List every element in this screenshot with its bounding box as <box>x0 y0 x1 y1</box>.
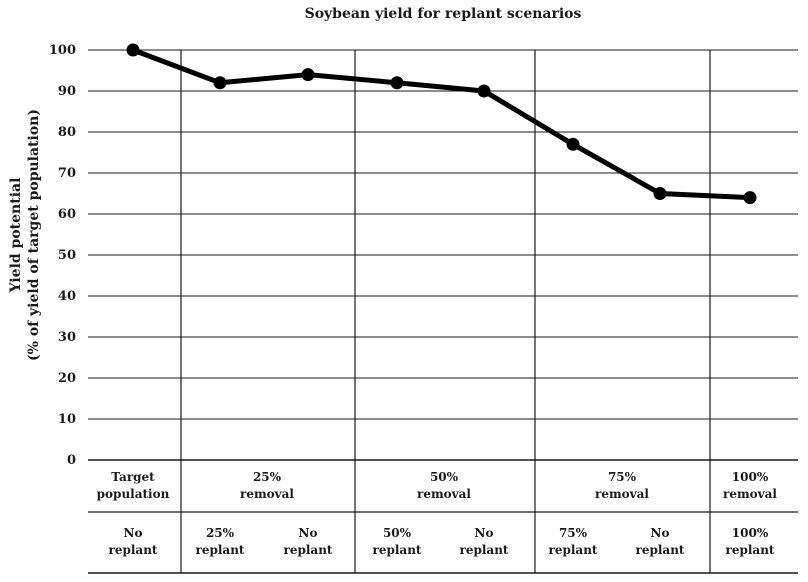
group-dividers <box>180 50 711 573</box>
data-point <box>653 187 667 200</box>
data-point <box>743 191 757 205</box>
y-tick-label: 90 <box>58 84 76 99</box>
y-tick-label: 100 <box>49 43 76 58</box>
category-label: No <box>475 526 494 540</box>
y-tick-label: 70 <box>58 166 76 181</box>
category-label: replant <box>636 543 685 557</box>
y-tick-label: 40 <box>58 289 76 304</box>
group-label: 25% <box>253 470 282 484</box>
group-label: population <box>97 487 170 501</box>
category-label: 25% <box>206 526 235 540</box>
category-label: replant <box>726 543 775 557</box>
data-point <box>566 137 580 151</box>
y-tick-label: 50 <box>58 248 76 263</box>
data-point <box>301 68 315 82</box>
group-labels: Target population 25% removal 50% removal 75% r… <box>97 470 778 501</box>
series-line <box>130 47 753 201</box>
data-point <box>390 76 404 90</box>
data-point <box>126 43 140 57</box>
y-axis-label-line: Yield potential <box>8 178 24 294</box>
category-label: 100% <box>732 526 769 540</box>
y-tick-label: 20 <box>58 371 76 386</box>
y-tick-label: 60 <box>58 207 76 222</box>
gridlines <box>88 49 798 574</box>
group-label: Target <box>111 470 155 484</box>
category-label: replant <box>284 543 333 557</box>
category-label: replant <box>109 543 158 557</box>
group-label: 75% <box>608 470 637 484</box>
data-point <box>477 84 491 98</box>
y-tick-label: 0 <box>67 453 76 468</box>
category-label: No <box>124 526 143 540</box>
y-tick-label: 10 <box>58 412 76 427</box>
data-point <box>213 76 227 90</box>
category-label: replant <box>549 543 598 557</box>
chart-title: Soybean yield for replant scenarios <box>304 6 582 22</box>
group-label: removal <box>723 487 777 501</box>
category-label: replant <box>460 543 509 557</box>
group-label: removal <box>595 487 649 501</box>
category-label: 50% <box>383 526 412 540</box>
category-labels: No replant 25% replant No replant 50% replant No… <box>109 526 775 557</box>
group-label: removal <box>417 487 471 501</box>
series-line-path <box>130 47 753 201</box>
category-label: replant <box>196 543 245 557</box>
data-points <box>126 43 757 205</box>
group-label: removal <box>240 487 294 501</box>
y-tick-labels: 0 10 20 30 40 50 60 70 80 90 100 <box>49 43 76 468</box>
y-axis-label: Yield potential (% of yield of target pop… <box>8 109 42 361</box>
y-axis-label-line: (% of yield of target population) <box>26 109 42 361</box>
group-label: 100% <box>732 470 769 484</box>
category-label: replant <box>373 543 422 557</box>
y-tick-label: 80 <box>58 125 76 140</box>
y-tick-label: 30 <box>58 330 76 345</box>
category-label: No <box>651 526 670 540</box>
category-label: 75% <box>559 526 588 540</box>
group-label: 50% <box>430 470 459 484</box>
category-label: No <box>299 526 318 540</box>
